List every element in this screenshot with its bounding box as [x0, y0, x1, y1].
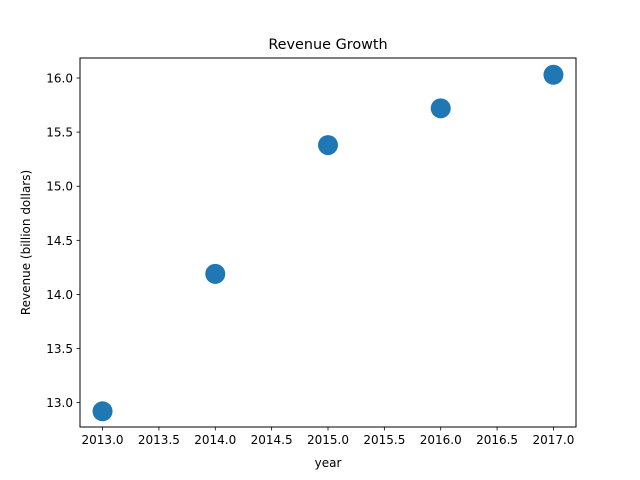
- plot-frame: [79, 57, 577, 428]
- y-tick-label: 15.5: [46, 126, 73, 140]
- y-axis-label: Revenue (billion dollars): [19, 170, 33, 315]
- chart-title: Revenue Growth: [268, 37, 387, 53]
- x-tick-label: 2016.5: [476, 433, 518, 447]
- x-tick-label: 2014.5: [251, 433, 293, 447]
- x-tick-label: 2015.0: [307, 433, 349, 447]
- data-point: [543, 64, 564, 85]
- y-axis: 13.0 13.5 14.0 14.5 15.0 15.5 16.0: [46, 72, 80, 410]
- data-point: [92, 401, 113, 422]
- scatter-points: [92, 64, 564, 422]
- x-tick-label: 2015.5: [363, 433, 405, 447]
- x-tick-label: 2017.0: [532, 433, 574, 447]
- data-point: [205, 263, 226, 284]
- x-axis: 2013.0 2013.5 2014.0 2014.5 2015.0 2015.5 2016…: [82, 427, 574, 447]
- x-tick-label: 2014.0: [194, 433, 236, 447]
- y-tick-label: 13.0: [46, 396, 73, 410]
- x-axis-label: year: [315, 456, 342, 470]
- x-tick-label: 2013.5: [138, 433, 180, 447]
- y-tick-label: 16.0: [46, 72, 73, 86]
- data-point: [318, 135, 338, 156]
- y-tick-label: 14.0: [46, 288, 73, 302]
- y-tick-label: 14.5: [46, 234, 73, 248]
- x-tick-label: 2013.0: [82, 433, 124, 447]
- y-tick-label: 13.5: [46, 342, 73, 356]
- y-tick-label: 15.0: [46, 180, 73, 194]
- x-tick-label: 2016.0: [420, 433, 462, 447]
- data-point: [430, 98, 451, 119]
